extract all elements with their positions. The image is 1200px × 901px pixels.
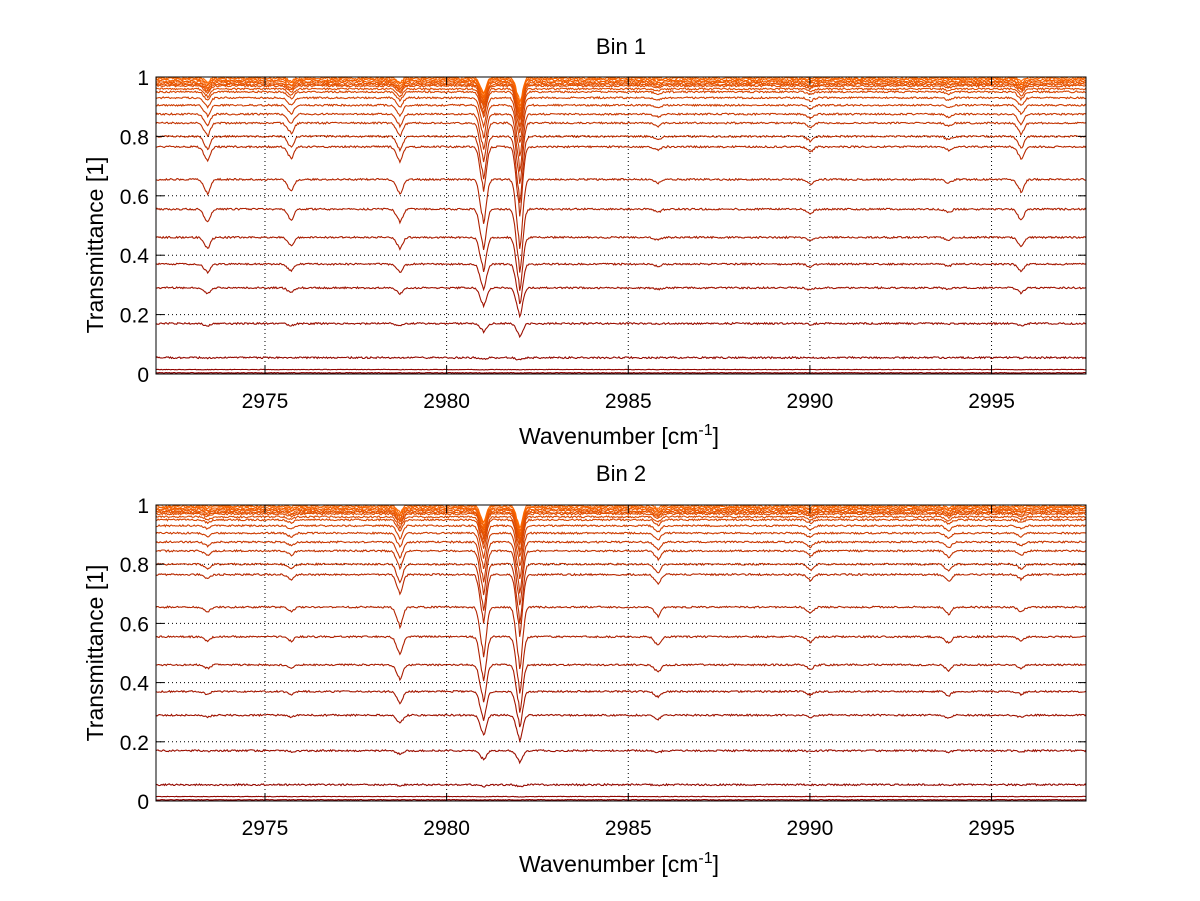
series-line (155, 510, 1087, 544)
series-line (155, 713, 1087, 743)
series-line (156, 562, 1087, 624)
series-line (155, 798, 1087, 801)
series-line (155, 103, 1087, 157)
series-line (155, 82, 1087, 119)
series-line (155, 355, 1087, 361)
series-line (155, 509, 1087, 540)
series-line (155, 84, 1087, 121)
series-line (155, 517, 1087, 557)
series-line (155, 512, 1087, 545)
series-line (155, 134, 1087, 203)
series-line (155, 663, 1087, 713)
y-tick-label: 0 (137, 364, 149, 387)
grid (156, 504, 1086, 802)
x-tick-label: 2990 (787, 390, 834, 413)
grid (156, 76, 1086, 375)
series-line (155, 634, 1087, 694)
y-tick-label: 0.4 (120, 673, 150, 696)
plot-frame (155, 76, 1087, 375)
series-line (155, 262, 1087, 305)
plot-frame (155, 504, 1087, 802)
x-tick-label: 2985 (605, 817, 652, 840)
x-tick-label: 2975 (242, 817, 289, 840)
series-line (155, 506, 1087, 535)
x-axis-label-exponent: -1 (698, 850, 712, 867)
x-tick-label: 2985 (605, 390, 652, 413)
series-line (155, 121, 1087, 184)
series-line (155, 90, 1087, 134)
x-tick-label: 2995 (968, 390, 1015, 413)
series-line (155, 78, 1087, 112)
y-axis-label: Transmittance [1] (82, 157, 108, 334)
y-tick-label: 0.2 (120, 305, 149, 328)
tick-group: 2975 2980 2985 2990 2995 0 0.2 0.4 0.6 0.8 1 (120, 495, 1086, 840)
series-line (156, 371, 1087, 374)
series-line (155, 321, 1087, 339)
series-line (155, 368, 1086, 371)
x-axis-label-suffix: ] (713, 423, 719, 449)
x-axis-label-prefix: Wavenumber [cm (519, 851, 698, 877)
series-line (155, 515, 1087, 553)
chart-title: Bin 2 (596, 461, 646, 486)
y-tick-label: 1 (137, 67, 149, 90)
x-axis-label: Wavenumber [cm-1] (519, 850, 719, 877)
x-axis-label-exponent: -1 (698, 422, 712, 439)
x-axis-label: Wavenumber [cm-1] (519, 422, 719, 449)
series-line (155, 81, 1087, 117)
series-line (155, 549, 1087, 606)
x-tick-label: 2995 (968, 817, 1015, 840)
series-line (155, 144, 1087, 217)
series-line (155, 523, 1087, 567)
series-line (155, 540, 1087, 594)
series-line (155, 689, 1087, 728)
y-tick-label: 0.8 (120, 126, 149, 149)
chart-title: Bin 1 (596, 34, 646, 59)
bin-2-chart: Bin 2 2975 2980 2985 2990 2995 0 0.2 0.4 0.6 0.8 1… (82, 461, 1087, 877)
y-tick-label: 0.6 (120, 613, 149, 636)
y-tick-label: 0.4 (120, 245, 150, 268)
series-line (155, 572, 1087, 637)
series-line (155, 605, 1087, 670)
x-tick-label: 2975 (242, 390, 289, 413)
series-line (155, 504, 1087, 533)
series-line (155, 748, 1087, 765)
x-tick-label: 2980 (423, 390, 470, 413)
x-tick-label: 2990 (787, 817, 834, 840)
y-tick-label: 0.2 (120, 732, 149, 755)
series-line (155, 795, 1087, 798)
series-line (155, 235, 1087, 291)
x-tick-label: 2980 (423, 817, 470, 840)
y-tick-label: 0.6 (120, 186, 149, 209)
x-axis-label-suffix: ] (713, 851, 719, 877)
series-line (155, 286, 1087, 319)
bin-1-chart: Bin 1 2975 2980 2985 2990 2995 0 0.2 0.4 0.6 0.8 1… (82, 34, 1087, 449)
series-group (155, 504, 1087, 801)
series-line (155, 782, 1087, 788)
y-tick-label: 1 (137, 495, 149, 518)
tick-group: 2975 2980 2985 2990 2995 0 0.2 0.4 0.6 0.8 1 (120, 67, 1086, 413)
series-line (155, 95, 1087, 143)
y-tick-label: 0 (137, 791, 149, 814)
y-tick-label: 0.8 (120, 554, 149, 577)
series-group (155, 76, 1087, 374)
series-line (155, 531, 1086, 580)
series-line (155, 79, 1087, 113)
series-line (155, 177, 1086, 249)
series-line (155, 207, 1087, 273)
x-axis-label-prefix: Wavenumber [cm (519, 423, 698, 449)
series-line (155, 87, 1087, 127)
series-line (155, 112, 1087, 172)
y-axis-label: Transmittance [1] (82, 565, 108, 742)
series-line (155, 76, 1087, 108)
